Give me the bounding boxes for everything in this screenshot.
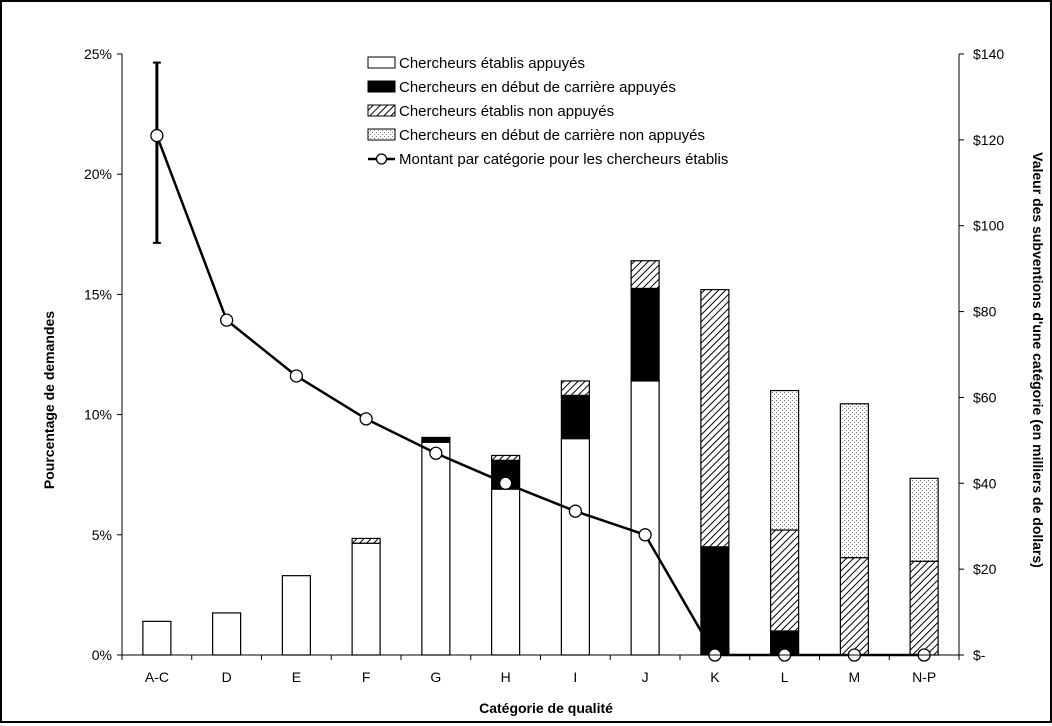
x-tick-label: I [573, 669, 577, 685]
bar-G-series-1 [421, 436, 451, 443]
legend-label-series-0: Chercheurs établis appuyés [399, 55, 585, 72]
y2-tick-label: $40 [973, 475, 997, 491]
x-tick-label: N-P [912, 669, 936, 685]
bar-F-series-0 [351, 542, 381, 656]
x-tick-label: G [430, 669, 441, 685]
bar-A-C-series-0 [142, 620, 172, 656]
line-point-H [498, 476, 513, 490]
x-tick-label: K [710, 669, 720, 685]
legend-label-series-2: Chercheurs établis non appuyés [399, 103, 614, 120]
legend-label-series-3: Chercheurs en début de carrière non appu… [399, 127, 705, 144]
legend: Chercheurs établis appuyés Chercheurs en … [367, 55, 728, 168]
legend-line-marker [375, 153, 388, 165]
line-point-E [289, 369, 304, 383]
y-tick-label: 15% [84, 286, 112, 302]
bar-M-series-3 [839, 403, 869, 559]
x-tick-label: A-C [145, 669, 169, 685]
x-axis-title: Catégorie de qualité [479, 700, 613, 716]
x-tick-label: D [222, 669, 232, 685]
y2-tick-label: $140 [973, 46, 1004, 62]
bar-N-P-series-2 [909, 560, 939, 656]
bar-I-series-1 [560, 394, 590, 440]
bar-J-series-0 [630, 380, 660, 656]
x-tick-label: F [362, 669, 371, 685]
bar-H-series-2 [491, 454, 521, 461]
legend-swatch-series-0 [367, 56, 396, 69]
bar-M-series-2 [839, 557, 869, 656]
legend-label-line: Montant par catégorie pour les chercheur… [399, 151, 728, 168]
bar-L-series-3 [770, 389, 800, 531]
line-point-G [429, 446, 443, 460]
y-tick-label: 25% [84, 46, 112, 62]
legend-swatch-series-2 [367, 104, 396, 117]
axes-group: 0% 5% 10% 15% 20% 25% $- $20 $40 $60 $80 $100 $120 $1… [84, 46, 1004, 685]
bar-E-series-0 [281, 575, 311, 656]
y2-tick-label: $120 [973, 132, 1004, 148]
bar-N-P-series-3 [909, 477, 939, 562]
bar-D-series-0 [212, 612, 242, 656]
y2-tick-label: $80 [973, 304, 997, 320]
bar-J-series-1 [630, 287, 660, 382]
y-tick-label: 10% [84, 407, 112, 423]
line-point-A-C [150, 128, 164, 143]
bar-I-series-2 [560, 380, 590, 396]
bar-F-series-2 [351, 537, 381, 544]
legend-swatch-series-1 [367, 80, 396, 93]
x-tick-label: L [781, 669, 789, 685]
y-tick-label: 5% [92, 527, 112, 543]
legend-label-series-1: Chercheurs en début de carrière appuyés [399, 79, 676, 96]
x-tick-label: H [501, 669, 511, 685]
amount-line [155, 135, 925, 657]
bar-L-series-2 [770, 529, 800, 632]
y2-tick-label: $60 [973, 389, 997, 405]
bar-I-series-0 [560, 438, 590, 656]
line-point-D [219, 313, 234, 327]
bar-K-series-2 [700, 288, 730, 548]
line-point-I [568, 504, 583, 518]
x-tick-label: J [642, 669, 649, 685]
y-axis-title: Pourcentage de demandes [41, 311, 57, 489]
y2-tick-label: $100 [973, 218, 1004, 234]
line-point-F [359, 412, 373, 426]
bars-group [142, 260, 939, 656]
y-tick-label: 0% [92, 647, 112, 663]
bar-G-series-0 [421, 441, 451, 656]
x-tick-label: M [849, 669, 861, 685]
y2-tick-label: $20 [973, 561, 997, 577]
x-tick-label: E [292, 669, 301, 685]
line-point-J [638, 528, 652, 542]
legend-swatch-series-3 [367, 128, 396, 141]
y-tick-label: 20% [84, 166, 112, 182]
bar-H-series-0 [491, 488, 521, 656]
y2-tick-label: $- [973, 647, 986, 663]
y2-axis-title: Valeur des subventions d'une catégorie (… [1030, 152, 1046, 568]
bar-J-series-2 [630, 260, 660, 289]
